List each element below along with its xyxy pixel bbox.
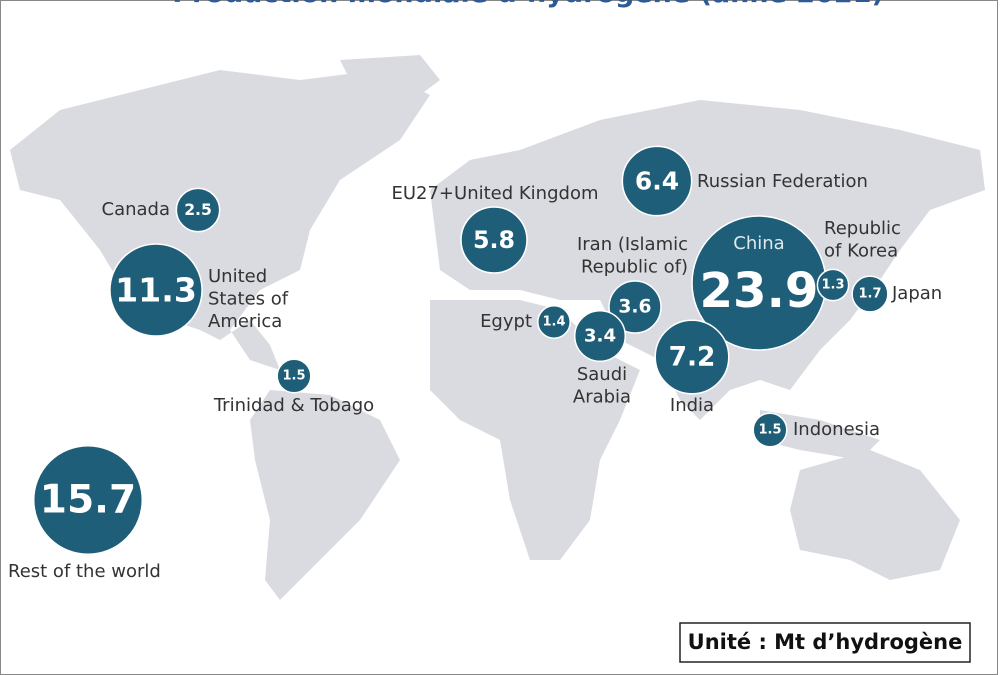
unit-note: Unité : Mt d’hydrogène: [688, 630, 963, 654]
region-label: Iran (Islamic: [577, 234, 688, 255]
bubble-value: 1.4: [542, 315, 565, 330]
unit-box: [679, 622, 971, 663]
bubble: [621, 145, 693, 217]
region-label: Saudi: [577, 364, 627, 385]
bubble-value: 2.5: [184, 201, 212, 219]
bubble: [654, 319, 730, 395]
bubble-value: 3.4: [584, 326, 616, 347]
bubble-value: 6.4: [635, 167, 679, 196]
bubble-value: 15.7: [40, 478, 136, 523]
region-label: of Korea: [824, 241, 898, 262]
bubble: [573, 309, 627, 363]
title: Production mondiale d’hydrogène (anne 20…: [172, 0, 884, 9]
region-label: States of: [208, 289, 289, 310]
region-label: Republic: [824, 218, 901, 239]
bubble-value: 3.6: [618, 297, 651, 318]
bubble-value: 7.2: [669, 342, 716, 373]
bubble-value: 11.3: [115, 271, 197, 310]
bubble: [175, 187, 221, 233]
region-label: United: [208, 266, 267, 287]
region-label: America: [208, 311, 282, 332]
bubble: [109, 243, 203, 337]
region-label: Egypt: [480, 311, 532, 332]
region-label: EU27+United Kingdom: [391, 183, 598, 204]
region-label: Canada: [102, 199, 171, 220]
region-label: Japan: [891, 283, 942, 304]
region-label: Russian Federation: [697, 171, 868, 192]
bubble-value: 1.3: [821, 278, 844, 293]
bubble: [752, 412, 788, 448]
bubble: [537, 305, 571, 339]
region-label: Republic of): [581, 257, 688, 278]
bubble: [460, 206, 528, 274]
region-label: Indonesia: [793, 419, 880, 440]
bubble: [32, 444, 144, 556]
region-label: Trinidad & Tobago: [213, 395, 374, 416]
region-label: China: [733, 233, 784, 254]
bubble-value: 1.5: [758, 423, 781, 438]
region-label: Rest of the world: [8, 561, 161, 582]
region-label: Arabia: [573, 387, 631, 408]
bubble: [276, 358, 312, 394]
bubble-value: 1.5: [282, 369, 305, 384]
bubble: [816, 268, 850, 302]
region-label: India: [670, 395, 714, 416]
bubble: [851, 275, 889, 313]
bubble-value: 23.9: [700, 263, 819, 319]
bubble: [608, 280, 662, 334]
bubble-value: 5.8: [473, 226, 515, 254]
bubble-value: 1.7: [858, 287, 881, 302]
